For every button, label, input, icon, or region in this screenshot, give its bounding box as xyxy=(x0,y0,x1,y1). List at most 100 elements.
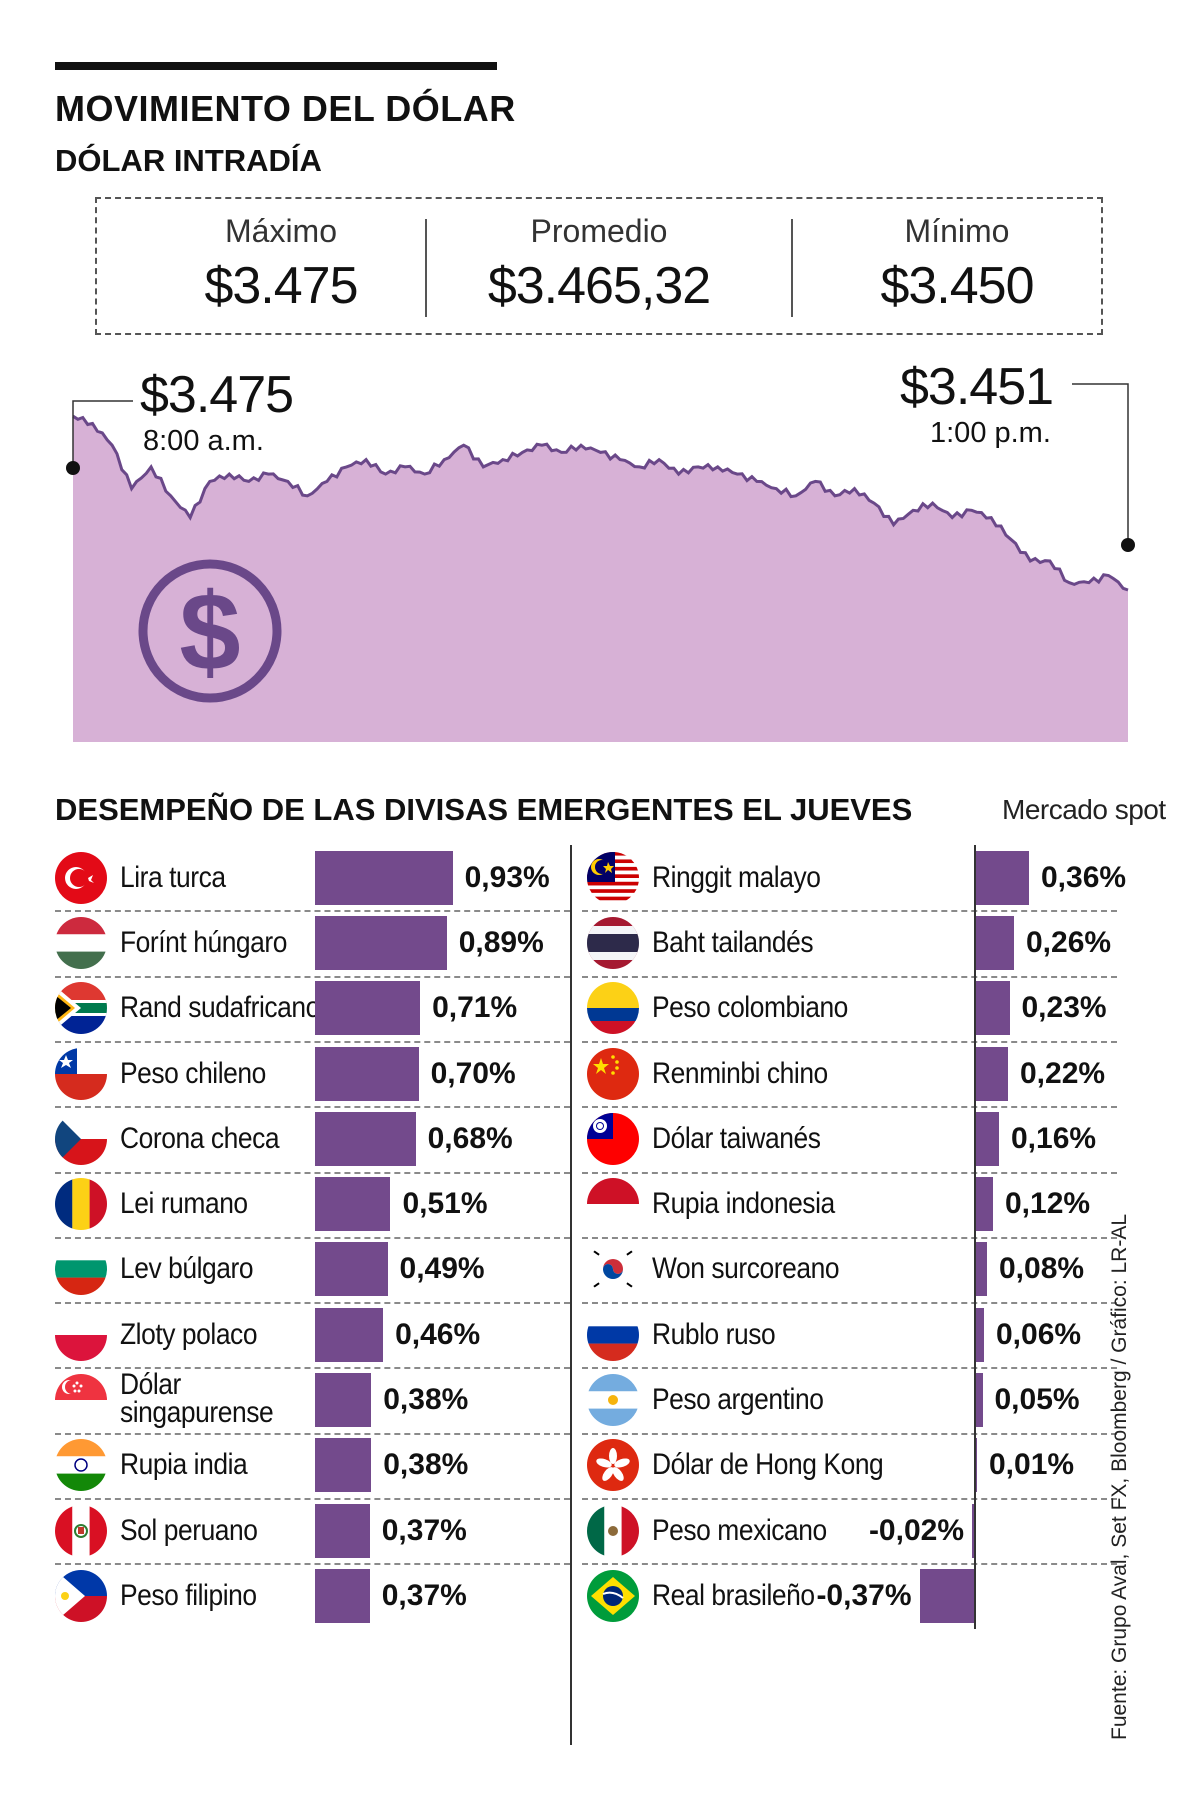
value-label: 0,36% xyxy=(1041,860,1127,894)
row-separator xyxy=(582,975,1117,978)
value-bar xyxy=(315,1568,370,1623)
stat-avg-value: $3.465,32 xyxy=(487,257,711,315)
chile-flag-icon xyxy=(55,1047,107,1100)
mexico-flag-icon xyxy=(587,1504,639,1557)
stat-max: Máximo $3.475 xyxy=(131,213,431,316)
value-label: -0,02% xyxy=(868,1513,964,1547)
row-separator xyxy=(55,1498,570,1500)
row-separator xyxy=(582,1106,1117,1109)
page-title: MOVIMIENTO DEL DÓLAR xyxy=(55,88,516,129)
value-bar xyxy=(315,1373,372,1428)
stat-avg-label: Promedio xyxy=(530,213,668,249)
value-bar xyxy=(315,1177,391,1232)
currency-name: singapurense xyxy=(120,1396,274,1430)
value-bar xyxy=(919,1568,975,1623)
stat-min-value: $3.450 xyxy=(880,257,1034,315)
market-spot-label: Mercado spot xyxy=(1002,794,1166,825)
value-label: 0,08% xyxy=(999,1252,1085,1286)
row-separator xyxy=(582,910,1117,913)
stat-max-value: $3.475 xyxy=(204,257,358,315)
turkey-flag-icon xyxy=(55,851,107,904)
romania-flag-icon xyxy=(55,1178,107,1231)
area-fill xyxy=(73,416,1128,742)
row-separator xyxy=(55,1171,570,1174)
currency-name: Dólar de Hong Kong xyxy=(652,1448,884,1482)
row-separator xyxy=(582,1171,1117,1174)
value-bar xyxy=(315,1111,416,1166)
bulgaria-flag-icon xyxy=(55,1243,107,1296)
row-separator xyxy=(55,975,570,978)
end-time-label: 1:00 p.m. xyxy=(930,417,1051,449)
south-korea-flag-icon xyxy=(587,1243,639,1296)
value-label: 0,93% xyxy=(464,860,550,894)
end-leader-line xyxy=(1072,383,1129,545)
value-bar xyxy=(975,1373,983,1428)
dollar-coin-icon: $ xyxy=(138,559,282,703)
value-bar xyxy=(315,1046,419,1101)
title-rule xyxy=(55,62,497,70)
value-bar xyxy=(975,850,1029,905)
value-label: 0,46% xyxy=(395,1317,481,1351)
currency-name: Won surcoreano xyxy=(652,1252,840,1286)
value-bar xyxy=(315,915,447,970)
value-label: 0,23% xyxy=(1021,991,1107,1025)
colombia-flag-icon xyxy=(587,982,639,1035)
stats-box: Máximo $3.475 Promedio $3.465,32 Mínimo … xyxy=(95,197,1103,335)
row-separator xyxy=(55,1302,570,1305)
value-bar xyxy=(975,1046,1008,1101)
row-separator xyxy=(55,1563,570,1566)
value-label: 0,51% xyxy=(402,1187,488,1221)
value-label: 0,68% xyxy=(427,1121,513,1155)
row-separator xyxy=(582,1498,1117,1500)
row-separator xyxy=(582,1563,1117,1566)
currency-name: Real brasileño xyxy=(652,1578,815,1612)
indonesia-flag-icon xyxy=(587,1178,639,1231)
section-title: DESEMPEÑO DE LAS DIVISAS EMERGENTES EL J… xyxy=(55,792,913,827)
value-label: 0,05% xyxy=(994,1383,1080,1417)
value-bar xyxy=(975,1111,999,1166)
value-label: -0,37% xyxy=(816,1578,912,1612)
value-bar xyxy=(315,1503,370,1558)
value-label: 0,37% xyxy=(381,1578,467,1612)
row-separator xyxy=(55,1432,570,1435)
stat-min: Mínimo $3.450 xyxy=(807,213,1107,316)
value-label: 0,01% xyxy=(989,1448,1075,1482)
value-bar xyxy=(315,981,421,1036)
stat-max-label: Máximo xyxy=(224,213,337,249)
value-bar xyxy=(315,1307,384,1362)
row-separator xyxy=(55,1367,570,1370)
value-label: 0,70% xyxy=(430,1056,516,1090)
currency-name: Dólar taiwanés xyxy=(652,1121,821,1155)
value-label: 0,37% xyxy=(381,1513,467,1547)
value-bar xyxy=(975,1307,984,1362)
currency-name: Sol peruano xyxy=(120,1513,258,1547)
value-bar xyxy=(975,915,1014,970)
zero-axis xyxy=(974,845,976,1629)
value-label: 0,12% xyxy=(1005,1187,1091,1221)
end-point-marker xyxy=(1121,538,1135,552)
currency-name: Baht tailandés xyxy=(652,925,814,959)
row-separator xyxy=(582,1302,1117,1305)
value-label: 0,89% xyxy=(458,925,544,959)
currency-name: Rublo ruso xyxy=(652,1317,776,1351)
page-subtitle: DÓLAR INTRADÍA xyxy=(55,143,322,178)
value-label: 0,16% xyxy=(1011,1121,1097,1155)
start-time-label: 8:00 a.m. xyxy=(143,425,264,457)
philippines-flag-icon xyxy=(55,1569,107,1622)
start-point-marker xyxy=(66,461,80,475)
row-separator xyxy=(55,1106,570,1109)
czech-flag-icon xyxy=(55,1112,107,1165)
currency-name: Peso colombiano xyxy=(652,991,848,1025)
value-label: 0,06% xyxy=(996,1317,1082,1351)
currency-name: Renminbi chino xyxy=(652,1056,828,1090)
china-flag-icon xyxy=(587,1047,639,1100)
peru-flag-icon xyxy=(55,1504,107,1557)
svg-text:$: $ xyxy=(179,571,240,694)
source-note: Fuente: Grupo Aval, Set FX, Bloomberg / … xyxy=(1108,1213,1131,1740)
row-separator xyxy=(582,1432,1117,1435)
value-bar xyxy=(315,850,453,905)
value-bar xyxy=(315,1438,372,1493)
currency-name: Peso mexicano xyxy=(652,1513,827,1547)
stats-divider xyxy=(425,219,427,317)
